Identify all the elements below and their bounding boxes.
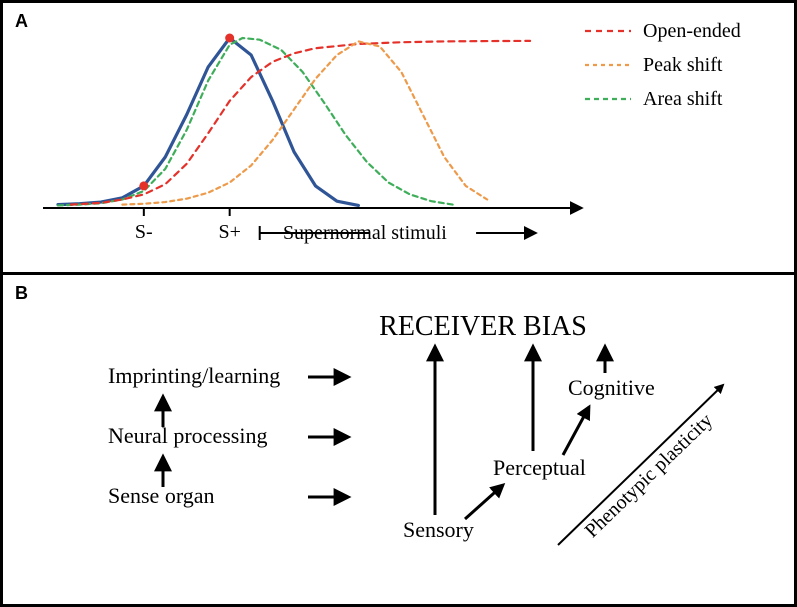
figure-container: A S- S+ Supernormal stimuli Open-ended Peak … bbox=[0, 0, 797, 607]
panel-b-label: B bbox=[15, 283, 28, 304]
svg-text:Open-ended: Open-ended bbox=[643, 20, 741, 42]
panel-a-chart: S- S+ Supernormal stimuli Open-ended Peak sh… bbox=[3, 3, 794, 272]
svg-text:RECEIVER BIAS: RECEIVER BIAS bbox=[379, 311, 587, 342]
svg-text:Cognitive: Cognitive bbox=[568, 375, 655, 400]
svg-text:S-: S- bbox=[135, 221, 153, 243]
svg-text:Imprinting/learning: Imprinting/learning bbox=[108, 363, 280, 388]
panel-a: A S- S+ Supernormal stimuli Open-ended Peak … bbox=[3, 3, 794, 275]
panel-b: B RECEIVER BIAS Imprinting/learning Neural… bbox=[3, 275, 794, 604]
svg-text:Area shift: Area shift bbox=[643, 88, 723, 110]
svg-text:Sense organ: Sense organ bbox=[108, 483, 215, 508]
svg-text:Phenotypic plasticity: Phenotypic plasticity bbox=[581, 409, 717, 542]
svg-text:S+: S+ bbox=[218, 221, 240, 243]
panel-b-diagram: RECEIVER BIAS Imprinting/learning Neural p… bbox=[3, 275, 794, 604]
svg-text:Neural processing: Neural processing bbox=[108, 423, 267, 448]
svg-text:Sensory: Sensory bbox=[403, 517, 474, 542]
svg-text:Peak shift: Peak shift bbox=[643, 54, 723, 76]
svg-text:Supernormal stimuli: Supernormal stimuli bbox=[283, 222, 447, 244]
panel-a-label: A bbox=[15, 11, 28, 32]
svg-text:Perceptual: Perceptual bbox=[493, 455, 586, 480]
